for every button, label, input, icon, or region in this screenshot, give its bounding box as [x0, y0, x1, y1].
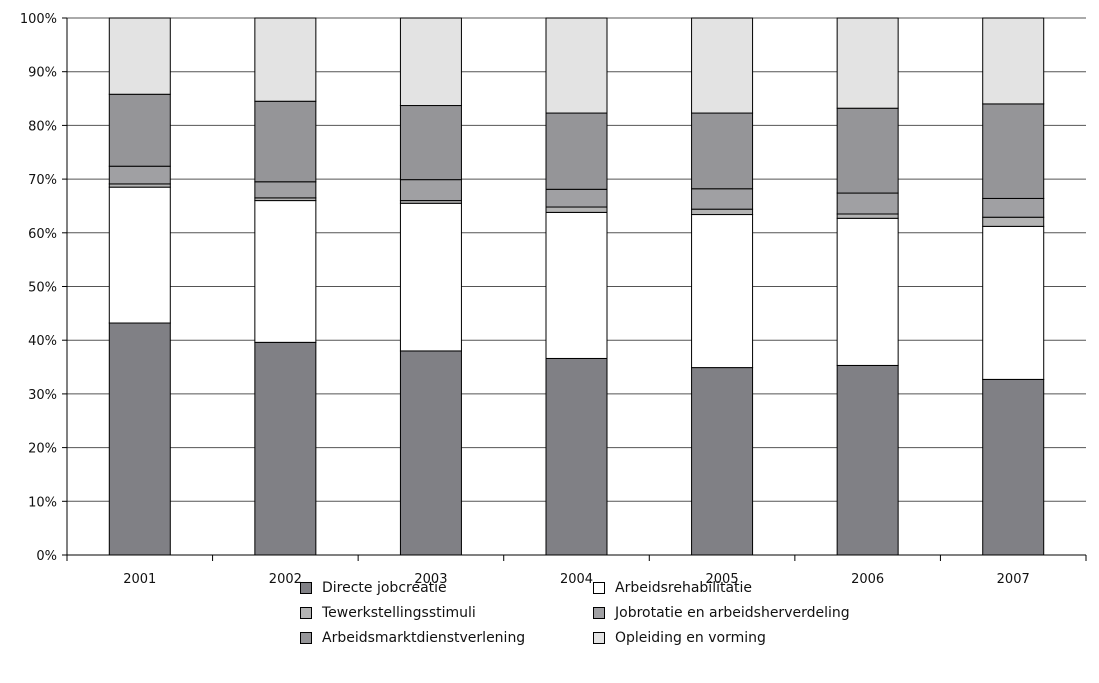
bar-stack — [982, 17, 1045, 556]
bar-segment — [399, 179, 462, 202]
legend-swatch — [300, 632, 312, 644]
bar-segment — [108, 93, 171, 167]
bar-segment — [982, 225, 1045, 380]
legend-item: Opleiding en vorming — [593, 628, 766, 648]
bar-segment — [399, 350, 462, 556]
legend-label: Directe jobcreatie — [322, 580, 447, 596]
bar-segment — [836, 17, 899, 109]
bar-segment — [254, 181, 317, 199]
legend-swatch — [593, 607, 605, 619]
y-tick-label: 100% — [20, 12, 57, 27]
bar-segment — [691, 214, 754, 369]
bar-segment — [545, 206, 608, 213]
bar-segment — [982, 103, 1045, 199]
bar-segment — [836, 364, 899, 556]
legend-swatch — [300, 582, 312, 594]
legend-label: Arbeidsmarktdienstverlening — [322, 630, 526, 646]
bar-segment — [982, 378, 1045, 556]
y-tick-label: 50% — [28, 281, 57, 296]
x-tick-label: 2005 — [706, 572, 739, 587]
bar-stack — [108, 17, 171, 556]
y-tick-label: 40% — [28, 334, 57, 349]
x-tick-label: 2001 — [123, 572, 156, 587]
bar-segment — [254, 200, 317, 343]
x-tick-label: 2003 — [414, 572, 447, 587]
bar-stack — [836, 17, 899, 556]
bar-segment — [982, 216, 1045, 227]
bar-segment — [254, 100, 317, 183]
bar-segment — [836, 107, 899, 194]
legend-label: Arbeidsrehabilitatie — [615, 580, 753, 596]
y-tick-label: 0% — [36, 549, 57, 564]
x-tick-label: 2006 — [851, 572, 884, 587]
bar-segment — [108, 322, 171, 556]
bar-segment — [545, 211, 608, 359]
bar-segment — [691, 208, 754, 216]
y-tick-label: 30% — [28, 388, 57, 403]
bar-segment — [691, 112, 754, 190]
x-tick-labels: 2001 2002 2003 2004 2005 2006 2007 — [123, 572, 1030, 587]
bar-segment — [545, 357, 608, 556]
y-tick-label: 60% — [28, 227, 57, 242]
legend-label: Tewerkstellingsstimuli — [322, 605, 476, 621]
legend-item: Directe jobcreatie — [300, 578, 447, 598]
bar-segment — [691, 188, 754, 210]
bar-stack — [254, 17, 317, 556]
x-tick-label: 2007 — [997, 572, 1030, 587]
y-tick-label: 10% — [28, 495, 57, 510]
bar-segment — [982, 17, 1045, 105]
bar-segment — [836, 192, 899, 215]
y-tick-label: 90% — [28, 66, 57, 81]
bar-segment — [399, 17, 462, 107]
legend-item: Jobrotatie en arbeidsherverdeling — [593, 603, 850, 623]
legend-item: Arbeidsmarktdienstverlening — [300, 628, 525, 648]
bar-segment — [108, 186, 171, 324]
bar-segment — [254, 341, 317, 556]
y-tick-label: 70% — [28, 173, 57, 188]
legend-item: Tewerkstellingsstimuli — [300, 603, 476, 623]
legend-swatch — [593, 582, 605, 594]
legend-swatch — [300, 607, 312, 619]
bar-stack — [545, 17, 608, 556]
bar-segment — [399, 202, 462, 352]
bar-segment — [108, 17, 171, 95]
bar-segment — [108, 165, 171, 185]
y-tick-labels: 0% 10% 20% 30% 40% 50% 60% 70% 80% 90% 100% — [20, 12, 57, 564]
legend-swatch — [593, 632, 605, 644]
bar-segment — [691, 17, 754, 114]
bar-segment — [545, 112, 608, 190]
axes — [66, 18, 1087, 561]
bar-segment — [545, 17, 608, 114]
bar-segment — [836, 213, 899, 219]
bar-stack — [691, 17, 754, 556]
y-tick-label: 80% — [28, 119, 57, 134]
bar-segment — [982, 197, 1045, 218]
x-tick-label: 2002 — [269, 572, 302, 587]
legend-label: Opleiding en vorming — [615, 630, 766, 646]
bar-stack — [399, 17, 462, 556]
legend-item: Arbeidsrehabilitatie — [593, 578, 752, 598]
bar-segment — [836, 217, 899, 366]
bar-segment — [399, 105, 462, 181]
bar-segment — [691, 367, 754, 556]
bar-segment — [545, 188, 608, 208]
y-tick-label: 20% — [28, 442, 57, 457]
bar-segment — [254, 17, 317, 102]
bars — [108, 17, 1045, 556]
x-tick-label: 2004 — [560, 572, 593, 587]
legend-label: Jobrotatie en arbeidsherverdeling — [615, 605, 850, 621]
